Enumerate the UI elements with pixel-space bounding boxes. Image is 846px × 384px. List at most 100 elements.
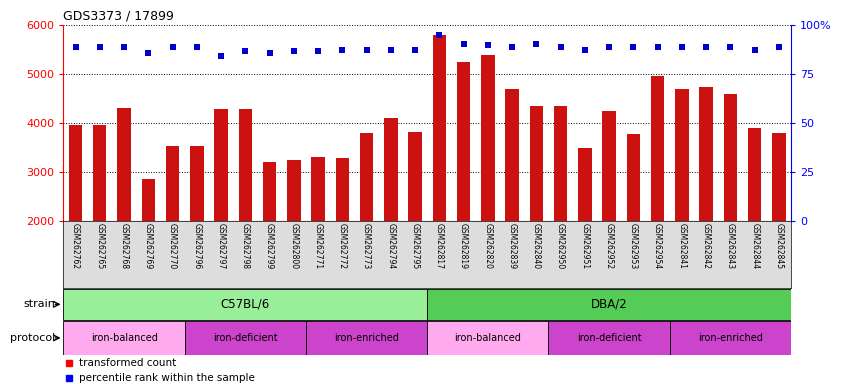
- Point: [505, 43, 519, 50]
- Bar: [578, 148, 591, 319]
- Bar: [427, 289, 791, 320]
- Point: [311, 48, 325, 55]
- Point: [263, 50, 277, 56]
- Bar: [427, 321, 548, 354]
- Text: GSM262773: GSM262773: [362, 223, 371, 269]
- Bar: [432, 35, 446, 319]
- Bar: [336, 158, 349, 319]
- Point: [166, 43, 179, 50]
- Text: GSM262771: GSM262771: [314, 223, 322, 269]
- Point: [651, 43, 664, 50]
- Point: [457, 40, 470, 46]
- Text: iron-enriched: iron-enriched: [334, 333, 399, 343]
- Point: [93, 43, 107, 50]
- Bar: [287, 160, 300, 319]
- Text: GSM262845: GSM262845: [774, 223, 783, 269]
- Bar: [700, 87, 713, 319]
- Text: GSM262795: GSM262795: [410, 223, 420, 269]
- Bar: [69, 125, 82, 319]
- Text: GSM262950: GSM262950: [556, 223, 565, 269]
- Point: [627, 43, 640, 50]
- Point: [239, 48, 252, 55]
- Text: GSM262799: GSM262799: [265, 223, 274, 269]
- Bar: [306, 321, 427, 354]
- Point: [69, 43, 82, 50]
- Bar: [239, 109, 252, 319]
- Point: [384, 47, 398, 53]
- Text: GSM262842: GSM262842: [701, 223, 711, 269]
- Bar: [651, 76, 664, 319]
- Text: GSM262839: GSM262839: [508, 223, 517, 269]
- Bar: [141, 179, 155, 319]
- Text: GSM262954: GSM262954: [653, 223, 662, 269]
- Bar: [772, 133, 786, 319]
- Point: [748, 47, 761, 53]
- Point: [432, 32, 446, 38]
- Text: GSM262844: GSM262844: [750, 223, 759, 269]
- Text: GSM262841: GSM262841: [678, 223, 686, 269]
- Bar: [548, 321, 670, 354]
- Point: [360, 47, 373, 53]
- Bar: [748, 128, 761, 319]
- Point: [214, 53, 228, 60]
- Point: [118, 45, 131, 51]
- Text: GSM262772: GSM262772: [338, 223, 347, 269]
- Text: iron-enriched: iron-enriched: [698, 333, 763, 343]
- Text: GSM262797: GSM262797: [217, 223, 226, 269]
- Text: GSM262769: GSM262769: [144, 223, 153, 269]
- Text: DBA/2: DBA/2: [591, 298, 628, 311]
- Text: percentile rank within the sample: percentile rank within the sample: [80, 372, 255, 383]
- Point: [190, 43, 204, 50]
- Bar: [481, 55, 495, 319]
- Point: [481, 42, 495, 48]
- Bar: [457, 62, 470, 319]
- Point: [554, 43, 568, 50]
- Bar: [184, 321, 306, 354]
- Text: transformed count: transformed count: [80, 358, 177, 368]
- Bar: [627, 134, 640, 319]
- Text: protocol: protocol: [10, 333, 55, 343]
- Bar: [505, 89, 519, 319]
- Point: [336, 47, 349, 53]
- Bar: [63, 321, 184, 354]
- Bar: [384, 118, 398, 319]
- Point: [287, 48, 300, 55]
- Bar: [723, 94, 737, 319]
- Text: iron-balanced: iron-balanced: [91, 333, 157, 343]
- Point: [700, 43, 713, 50]
- Bar: [602, 111, 616, 319]
- Text: iron-deficient: iron-deficient: [213, 333, 277, 343]
- Bar: [118, 108, 131, 319]
- Bar: [263, 162, 277, 319]
- Bar: [93, 125, 107, 319]
- Bar: [214, 109, 228, 319]
- Bar: [554, 106, 568, 319]
- Text: GSM262768: GSM262768: [119, 223, 129, 269]
- Text: GDS3373 / 17899: GDS3373 / 17899: [63, 9, 174, 22]
- Point: [530, 40, 543, 46]
- Text: GSM262800: GSM262800: [289, 223, 299, 269]
- Bar: [63, 289, 427, 320]
- Text: GSM262953: GSM262953: [629, 223, 638, 269]
- Text: GSM262770: GSM262770: [168, 223, 177, 269]
- Text: iron-deficient: iron-deficient: [577, 333, 641, 343]
- Point: [409, 47, 422, 53]
- Point: [578, 47, 591, 53]
- Text: iron-balanced: iron-balanced: [454, 333, 521, 343]
- Text: GSM262840: GSM262840: [532, 223, 541, 269]
- Bar: [530, 106, 543, 319]
- Text: strain: strain: [23, 299, 55, 310]
- Bar: [409, 132, 422, 319]
- Bar: [360, 133, 373, 319]
- Point: [723, 43, 737, 50]
- Text: GSM262762: GSM262762: [71, 223, 80, 269]
- Point: [675, 43, 689, 50]
- Bar: [190, 146, 204, 319]
- Text: GSM262952: GSM262952: [605, 223, 613, 269]
- Text: GSM262820: GSM262820: [483, 223, 492, 269]
- Bar: [670, 321, 791, 354]
- Text: GSM262794: GSM262794: [387, 223, 395, 269]
- Text: GSM262951: GSM262951: [580, 223, 590, 269]
- Text: GSM262817: GSM262817: [435, 223, 444, 269]
- Text: GSM262819: GSM262819: [459, 223, 468, 269]
